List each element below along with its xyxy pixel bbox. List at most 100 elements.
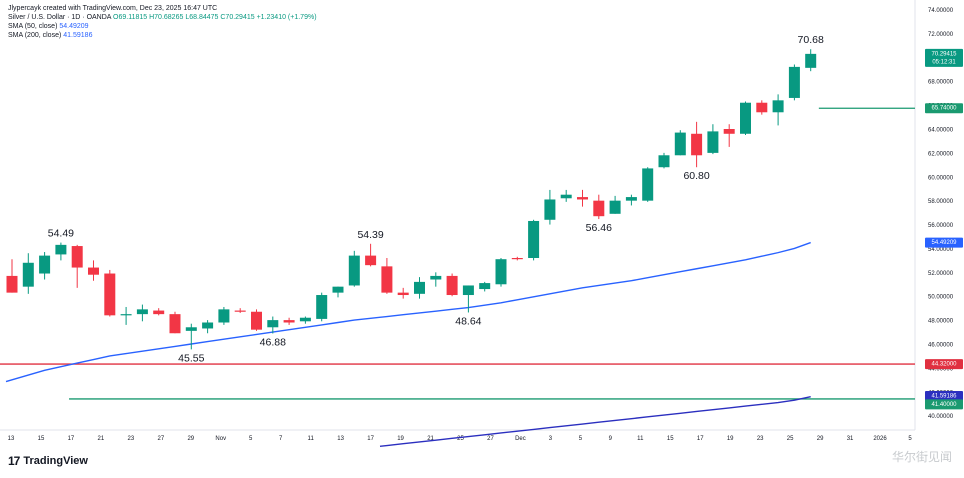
sma200-value: 41.59186 [63,32,93,39]
axis-price-label-text: 70.29415 [931,51,957,57]
x-tick-label: 23 [128,436,135,442]
candle-up [788,64,800,101]
candle-down [104,269,116,317]
candle-down [88,260,99,281]
x-tick-label: 27 [487,436,494,442]
candle-up [625,194,637,206]
axis-price-label-bg [925,359,963,370]
x-tick-label: 27 [157,436,164,442]
x-tick-label: 15 [667,436,674,442]
candle-down [365,243,377,267]
y-tick-label: 74.00000 [928,8,954,14]
candle-body [22,262,34,287]
candle-body [756,102,768,113]
y-tick-label: 62.00000 [928,151,954,157]
candle-up [560,189,572,202]
candle-body [642,168,654,201]
candle-up [479,281,491,292]
axis-price-label-bg [925,390,963,401]
candle-up [462,285,474,313]
x-tick-label: 2026 [873,436,887,442]
candle-up [332,286,344,298]
candle-body [202,322,214,329]
candle-down [234,308,246,313]
candle-up [348,250,360,287]
tradingview-logo-text: TradingView [23,455,88,467]
candle-body [479,283,491,290]
candle-up [316,292,328,322]
y-tick-label: 58.00000 [928,199,954,205]
x-tick-label: 29 [187,436,194,442]
candle-up [414,277,425,299]
candle-body [6,275,18,293]
candle-body [251,311,262,330]
sma200-legend[interactable]: SMA (200, close) 41.59186 [8,31,317,40]
y-tick-label: 48.00000 [928,319,954,325]
candle-up [495,258,507,287]
candle-body [381,266,393,293]
y-tick-label: 60.00000 [928,175,954,181]
candle-body [446,275,458,296]
candle-up [707,124,719,155]
candle-body [71,246,83,268]
candle-down [169,311,181,334]
candle-up [740,101,751,135]
axis-price-label-bg [925,399,963,410]
x-tick-label: 5 [249,436,253,442]
candle-body [544,199,556,220]
candle-body [788,66,800,98]
x-tick-label: 25 [787,436,794,442]
candle-up [55,242,67,261]
candle-up [430,272,442,287]
candle-up [528,219,540,261]
candle-body [218,309,230,323]
x-tick-label: 5 [908,436,912,442]
candle-down [283,317,295,325]
candle-body [88,267,99,275]
x-tick-label: 15 [38,436,45,442]
candle-down [153,308,165,316]
candle-body [772,100,784,113]
x-tick-label: 19 [397,436,404,442]
candle-up [772,94,784,126]
axis-price-label-text: 65.74000 [931,106,957,112]
x-tick-label: 11 [308,436,315,442]
x-tick-label: 29 [817,436,824,442]
x-tick-label: 23 [757,436,764,442]
y-tick-label: 72.00000 [928,32,954,38]
x-tick-label: 5 [579,436,583,442]
x-tick-label: 11 [637,436,644,442]
axis-price-label: 44.32000 [925,359,963,370]
x-tick-label: 17 [367,436,374,442]
candle-up [202,320,214,334]
candle-up [674,130,686,156]
candle-body [528,220,540,258]
sma50-legend[interactable]: SMA (50, close) 54.49209 [8,22,317,31]
candle-body [414,281,425,294]
chart-legend: Jlypercayk created with TradingView.com,… [8,4,317,40]
ohlc-open: O69.11815 [113,14,148,21]
candle-body [365,255,377,266]
y-tick-label: 64.00000 [928,128,954,134]
tradingview-logo[interactable]: 17 TradingView [8,454,88,468]
ohlc-close: C70.29415 [220,14,255,21]
candle-down [381,258,393,294]
x-tick-label: 9 [609,436,613,442]
author-line: Jlypercayk created with TradingView.com,… [8,5,218,12]
candle-down [723,124,735,147]
candle-body [658,155,670,168]
candle-up [22,253,34,294]
y-tick-label: 56.00000 [928,223,954,229]
price-annotation: 45.55 [178,352,204,364]
candle-up [267,316,279,334]
candle-body [560,194,572,199]
price-annotation: 54.39 [357,229,383,241]
candle-up [120,306,132,325]
candle-body [267,320,279,328]
axis-price-label: 54.49209 [925,237,963,248]
axis-price-label: 70.29415 05:12:31 [925,48,963,67]
x-tick-label: 13 [337,436,344,442]
candle-body [805,53,817,68]
x-tick-label: 13 [8,436,15,442]
